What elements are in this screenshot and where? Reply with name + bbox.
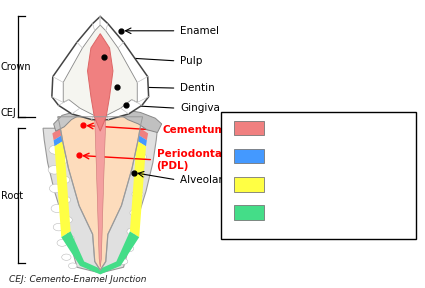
Polygon shape — [122, 110, 162, 132]
FancyBboxPatch shape — [221, 113, 416, 238]
Circle shape — [59, 176, 70, 183]
Polygon shape — [52, 16, 149, 120]
Circle shape — [49, 145, 62, 154]
Text: Enamel: Enamel — [180, 26, 219, 36]
Polygon shape — [43, 128, 157, 273]
Polygon shape — [63, 25, 137, 115]
Circle shape — [60, 196, 71, 203]
Polygon shape — [88, 34, 113, 131]
Polygon shape — [61, 232, 139, 274]
Circle shape — [57, 156, 68, 164]
Circle shape — [125, 245, 134, 252]
Text: Periodontal Ligament
(PDL): Periodontal Ligament (PDL) — [156, 149, 284, 170]
Polygon shape — [54, 111, 79, 131]
Bar — [234, 149, 264, 164]
Text: Dentin: Dentin — [180, 83, 215, 93]
Polygon shape — [137, 134, 147, 146]
Circle shape — [134, 172, 145, 179]
Text: Gingiva: Gingiva — [180, 103, 220, 113]
Bar — [234, 177, 264, 192]
Polygon shape — [52, 127, 63, 140]
Circle shape — [132, 190, 143, 198]
Polygon shape — [95, 120, 106, 267]
Circle shape — [127, 228, 137, 235]
Text: Pulp: Pulp — [180, 56, 202, 66]
Text: Oblique PDL: Oblique PDL — [275, 179, 343, 189]
Text: Alveolar Crest PDL: Alveolar Crest PDL — [275, 123, 377, 133]
Circle shape — [65, 235, 74, 242]
Text: Horizontal PDL: Horizontal PDL — [275, 151, 357, 161]
Polygon shape — [54, 141, 71, 237]
Circle shape — [62, 254, 71, 260]
Text: CEJ: CEJ — [1, 108, 17, 118]
Circle shape — [51, 204, 63, 213]
Polygon shape — [58, 117, 143, 270]
Text: Crown: Crown — [1, 62, 31, 72]
Text: Apical PDL: Apical PDL — [275, 207, 333, 217]
Text: Alveolar Bone: Alveolar Bone — [180, 175, 252, 185]
Circle shape — [62, 217, 72, 223]
Polygon shape — [54, 134, 64, 146]
Circle shape — [119, 259, 128, 264]
Bar — [234, 205, 264, 219]
Circle shape — [130, 209, 140, 216]
Circle shape — [68, 263, 77, 269]
Polygon shape — [130, 141, 146, 237]
Text: CEJ: Cemento-Enamel Junction: CEJ: Cemento-Enamel Junction — [9, 275, 147, 285]
Circle shape — [53, 223, 64, 231]
Circle shape — [135, 153, 147, 161]
Text: Cementum: Cementum — [163, 125, 226, 135]
Bar — [234, 121, 264, 135]
Circle shape — [49, 184, 62, 193]
Circle shape — [48, 166, 61, 174]
Polygon shape — [138, 127, 148, 140]
Text: Root: Root — [1, 191, 23, 200]
Circle shape — [57, 239, 67, 246]
